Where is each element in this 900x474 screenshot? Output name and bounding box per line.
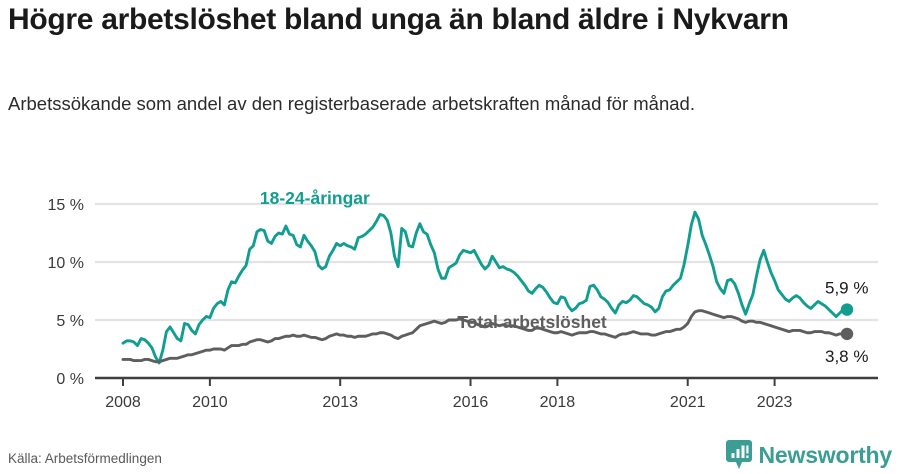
y-tick-label: 5 % — [56, 313, 84, 330]
x-tick-label: 2013 — [322, 394, 358, 411]
x-tick-label: 2010 — [192, 394, 228, 411]
y-tick-label: 15 % — [48, 197, 84, 214]
bar-chart-bubble-icon — [725, 440, 752, 469]
y-tick-label: 10 % — [48, 255, 84, 272]
series-annotation: Total arbetslöshet — [457, 312, 607, 332]
x-tick-label: 2023 — [757, 394, 793, 411]
series-line-total — [121, 309, 849, 364]
brand-name: Newsworthy — [758, 441, 893, 468]
line-chart: 0 % 5 % 10 % 15 % 2008 2010 2013 2016 2018 2021 20… — [48, 188, 878, 411]
end-value-label: 3,8 % — [825, 347, 868, 366]
y-tick-label: 0 % — [56, 371, 84, 388]
chart-container: 0 % 5 % 10 % 15 % 2008 2010 2013 2016 2018 2021 20… — [0, 178, 900, 428]
end-value-label: 5,9 % — [825, 279, 868, 298]
x-tick-label: 2016 — [453, 394, 489, 411]
series-end-dot — [840, 327, 854, 341]
page-title: Högre arbetslöshet bland unga än bland ä… — [8, 3, 789, 36]
brand-logo: Newsworthy — [725, 440, 893, 470]
series-line-youth — [121, 210, 849, 365]
source-note: Källa: Arbetsförmedlingen — [8, 451, 162, 466]
page-subtitle: Arbetssökande som andel av den registerb… — [8, 93, 695, 114]
x-tick-label: 2008 — [105, 394, 141, 411]
x-tick-label: 2018 — [540, 394, 576, 411]
x-tick-label: 2021 — [670, 394, 706, 411]
series-end-dot — [840, 303, 854, 316]
series-annotation: 18-24-åringar — [260, 188, 370, 208]
